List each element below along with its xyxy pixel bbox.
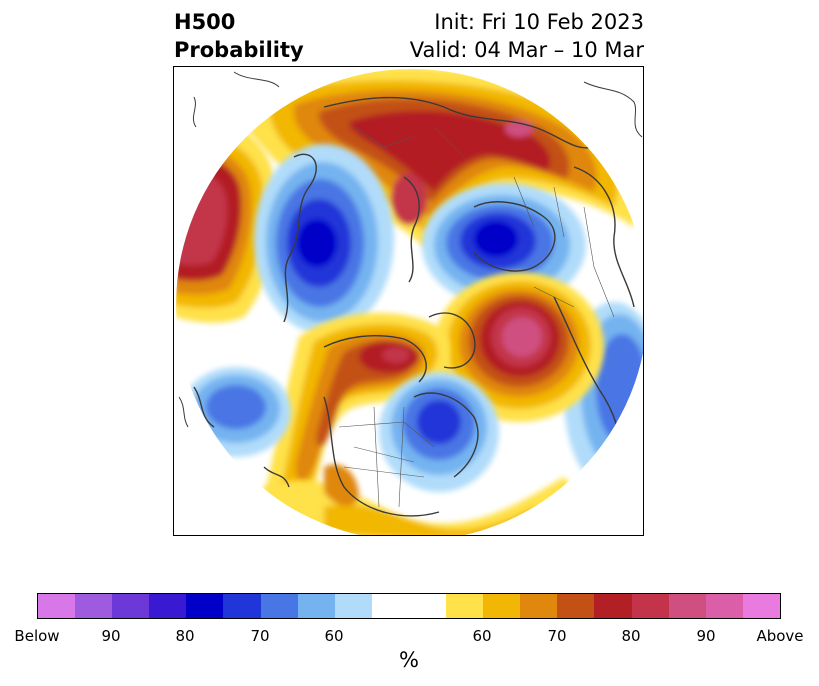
colorbar-segment	[668, 594, 706, 618]
colorbar-segment	[223, 594, 261, 618]
colorbar-segment	[75, 594, 113, 618]
colorbar-tick-label: Above	[756, 627, 804, 645]
colorbar-tick-label: 90	[101, 627, 121, 645]
colorbar-segment	[149, 594, 187, 618]
colorbar-segment	[520, 594, 558, 618]
colorbar-segment	[557, 594, 595, 618]
colorbar-tick-label: 60	[324, 627, 344, 645]
colorbar-segment	[631, 594, 669, 618]
colorbar-segment	[446, 594, 484, 618]
title-left: H500 Probability	[174, 8, 304, 64]
colorbar-segment	[186, 594, 224, 618]
polar-map-svg	[176, 69, 643, 535]
colorbar-tick-label: 70	[547, 627, 567, 645]
colorbar-segment	[260, 594, 298, 618]
colorbar-tick-label: 70	[250, 627, 270, 645]
outer-coastlines	[178, 71, 643, 428]
probability-map	[173, 66, 644, 536]
title-init-date: Init: Fri 10 Feb 2023	[434, 10, 644, 34]
colorbar-tick-label: Below	[14, 627, 60, 645]
colorbar-segment	[334, 594, 372, 618]
colorbar-unit-label: %	[399, 648, 419, 672]
colorbar	[37, 593, 781, 619]
colorbar-tick-label: 60	[472, 627, 492, 645]
probability-field	[176, 69, 643, 535]
title-right: Init: Fri 10 Feb 2023 Valid: 04 Mar – 10…	[410, 8, 644, 64]
colorbar-segment	[483, 594, 521, 618]
colorbar-tick-label: 90	[696, 627, 716, 645]
title-product: Probability	[174, 38, 304, 62]
colorbar-segment	[371, 594, 447, 618]
colorbar-segment	[38, 594, 76, 618]
title-variable: H500	[174, 10, 236, 34]
colorbar-segment	[297, 594, 335, 618]
colorbar-segment	[112, 594, 150, 618]
colorbar-segment	[742, 594, 780, 618]
colorbar-tick-label: 80	[621, 627, 641, 645]
borders	[338, 126, 615, 508]
colorbar-tick-label: 80	[175, 627, 195, 645]
colorbar-segment	[594, 594, 632, 618]
title-valid-range: Valid: 04 Mar – 10 Mar	[409, 38, 644, 62]
colorbar-segment	[705, 594, 743, 618]
